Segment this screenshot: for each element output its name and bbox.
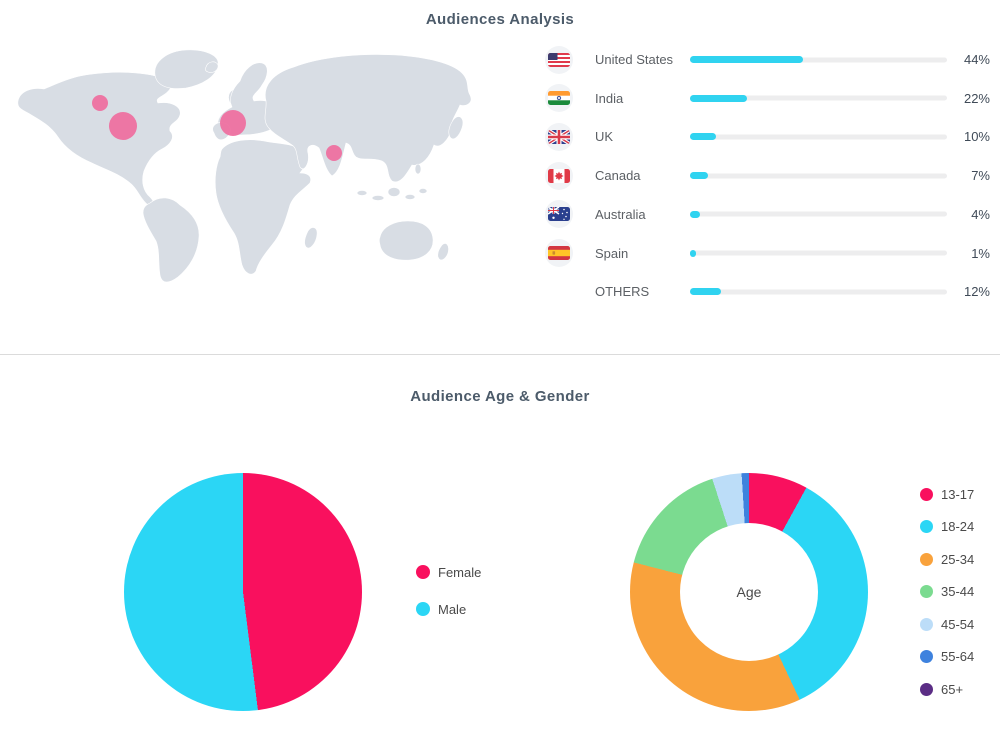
world-map-markers — [92, 95, 342, 161]
country-bar-track — [690, 133, 947, 141]
legend-item-55-64[interactable]: 55-64 — [920, 647, 974, 667]
legend-label: Female — [438, 564, 482, 580]
section-divider — [0, 354, 1000, 355]
country-percent: 1% — [971, 245, 990, 261]
country-bar-fill — [690, 288, 721, 296]
country-row: UK 10% — [545, 117, 990, 156]
world-map-continents — [17, 49, 472, 283]
age-legend: 13-17 18-24 25-34 35-44 45-54 55-64 65+ — [920, 484, 974, 699]
age-donut-hole: Age — [680, 523, 818, 661]
country-bar-fill — [690, 133, 716, 141]
legend-label: 55-64 — [941, 649, 975, 664]
audience-location-marker-india[interactable] — [326, 145, 342, 161]
legend-swatch — [920, 617, 933, 631]
legend-swatch — [416, 565, 430, 579]
au-flag-icon — [545, 200, 573, 229]
country-bar-track — [690, 288, 947, 296]
legend-swatch — [920, 552, 933, 566]
ca-flag-icon — [545, 161, 573, 190]
legend-label: 25-34 — [941, 551, 975, 567]
legend-item-45-54[interactable]: 45-54 — [920, 614, 974, 634]
country-label: OTHERS — [595, 284, 650, 300]
legend-swatch — [920, 650, 933, 663]
country-percent: 7% — [971, 168, 990, 184]
legend-label: 35-44 — [941, 584, 975, 599]
age-donut-center-label: Age — [736, 584, 762, 600]
legend-item-65-[interactable]: 65+ — [920, 679, 974, 699]
age-gender-title: Audience Age & Gender — [410, 388, 590, 405]
gender-pie-chart[interactable] — [124, 473, 362, 711]
country-row: Spain 1% — [545, 234, 990, 273]
country-row: United States 44% — [545, 40, 990, 79]
country-label: Canada — [595, 168, 641, 184]
country-label: Spain — [595, 245, 629, 261]
country-bar-track — [690, 210, 947, 218]
country-bar-fill — [690, 172, 708, 180]
country-percent: 12% — [963, 284, 990, 300]
country-label: Australia — [595, 206, 646, 222]
legend-item-female[interactable]: Female — [416, 560, 481, 584]
country-row: OTHERS 12% — [545, 272, 990, 311]
country-bar-fill — [690, 249, 696, 257]
country-bar-track — [690, 249, 947, 257]
legend-label: 65+ — [941, 681, 964, 697]
legend-item-25-34[interactable]: 25-34 — [920, 549, 974, 569]
audience-location-marker-canada[interactable] — [92, 95, 108, 111]
audiences-analysis-title: Audiences Analysis — [425, 11, 575, 28]
legend-item-13-17[interactable]: 13-17 — [920, 484, 974, 504]
legend-swatch — [920, 520, 933, 533]
country-label: UK — [595, 129, 614, 145]
legend-item-35-44[interactable]: 35-44 — [920, 582, 974, 602]
legend-label: 45-54 — [941, 616, 975, 632]
legend-label: 13-17 — [941, 486, 975, 502]
country-row: Australia 4% — [545, 195, 990, 234]
country-row: India 22% — [545, 79, 990, 118]
country-bar-track — [690, 94, 947, 102]
legend-label: Male — [438, 601, 467, 617]
legend-label: 18-24 — [941, 519, 975, 534]
world-map[interactable] — [10, 45, 510, 320]
audience-location-marker-western-europe[interactable] — [220, 110, 246, 136]
legend-swatch — [416, 602, 430, 616]
gb-flag-icon — [545, 122, 573, 151]
country-bar-track — [690, 56, 947, 63]
legend-item-male[interactable]: Male — [416, 597, 481, 621]
country-percent: 22% — [963, 90, 990, 106]
legend-swatch — [920, 585, 933, 598]
country-bar-track — [690, 172, 947, 180]
country-percent: 10% — [963, 129, 990, 145]
flag-icon — [545, 278, 573, 306]
audience-location-marker-united-states[interactable] — [109, 112, 137, 140]
country-row: Canada 7% — [545, 156, 990, 195]
in-flag-icon — [545, 84, 573, 113]
country-label: India — [595, 90, 624, 106]
country-list: United States 44% India 22% UK 10% Canad… — [545, 40, 990, 320]
us-flag-icon — [545, 45, 573, 74]
legend-item-18-24[interactable]: 18-24 — [920, 517, 974, 537]
country-percent: 4% — [971, 206, 990, 222]
country-bar-fill — [690, 94, 747, 102]
country-bar-fill — [690, 210, 701, 218]
country-percent: 44% — [963, 52, 990, 67]
gender-legend: Female Male — [416, 560, 481, 621]
legend-swatch — [920, 682, 933, 696]
es-flag-icon — [545, 239, 573, 267]
country-bar-fill — [690, 56, 804, 63]
legend-swatch — [920, 487, 933, 501]
country-label: United States — [595, 52, 674, 67]
age-donut-chart[interactable]: Age — [630, 473, 868, 711]
